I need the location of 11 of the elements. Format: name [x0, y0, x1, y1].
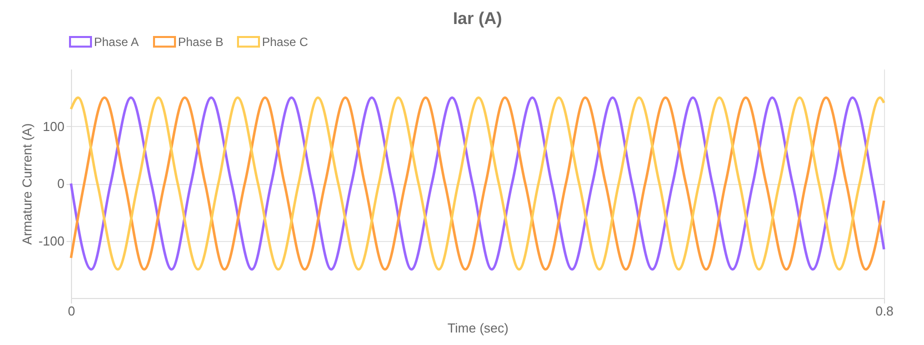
y-tick-label: -100 [38, 233, 64, 248]
y-axis-title: Armature Current (A) [19, 123, 34, 245]
x-tick-label: 0.8 [875, 304, 894, 318]
chart-title: Iar (A) [452, 9, 502, 28]
line-series [70, 96, 886, 271]
legend-label: Phase B [178, 34, 224, 49]
y-tick-label: 100 [42, 118, 64, 134]
y-tick-label: 0 [57, 176, 64, 191]
legend-label: Phase A [94, 34, 139, 49]
x-axis-title: Time (sec) [448, 320, 508, 336]
legend-label: Phase C [262, 34, 308, 49]
